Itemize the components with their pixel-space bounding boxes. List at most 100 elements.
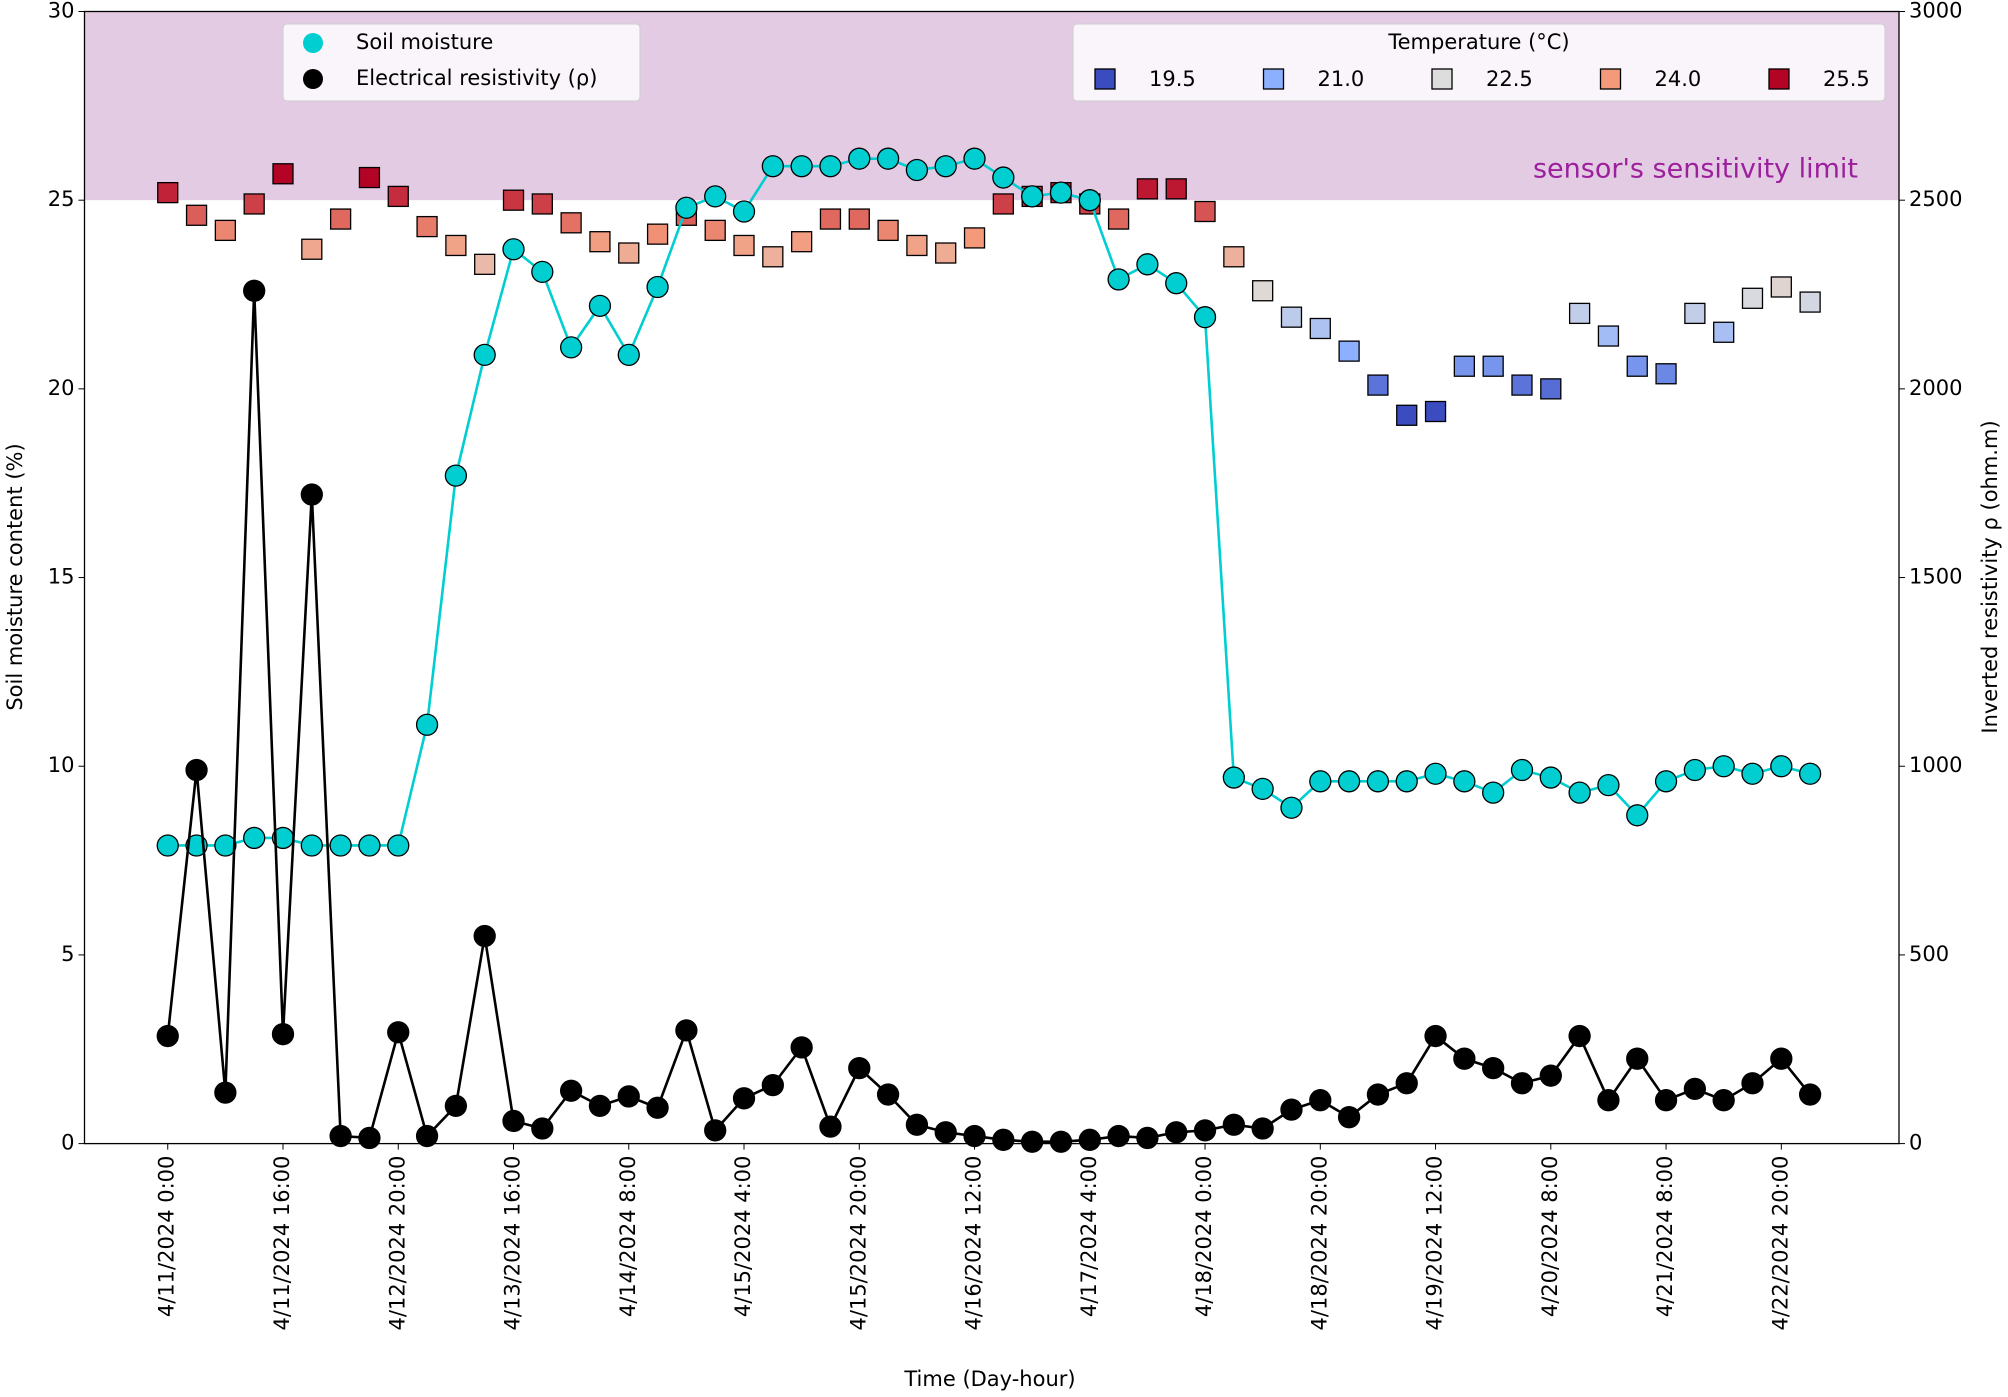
series-marker [1539, 766, 1562, 789]
y2-tick-label: 2000 [1909, 376, 1962, 400]
series-marker [963, 1124, 986, 1148]
temperature-marker [1309, 317, 1331, 340]
series-marker [1539, 1064, 1562, 1087]
series-marker [704, 1119, 727, 1142]
temperature-marker [1799, 291, 1821, 313]
series-marker [559, 1079, 583, 1102]
series-marker [1107, 1124, 1130, 1148]
temperature-marker [1511, 374, 1533, 396]
y-tick-label: 20 [48, 376, 75, 400]
sensitivity-label: sensor's sensitivity limit [1533, 154, 1858, 185]
series-marker [1597, 1089, 1620, 1112]
temperature-marker [762, 246, 784, 268]
temperature-marker [618, 242, 640, 264]
temperature-marker [1453, 355, 1476, 377]
y2-tick-label: 0 [1909, 1131, 1922, 1155]
legend-label: Soil moisture [356, 30, 493, 54]
series-marker [1597, 773, 1620, 797]
series-marker [1395, 1072, 1418, 1095]
temperature-marker [877, 219, 899, 242]
temperature-marker [1252, 280, 1274, 302]
temperature-marker [589, 231, 611, 253]
temperature-marker [358, 166, 381, 189]
series-marker [1165, 1121, 1188, 1144]
series-marker [1568, 1024, 1591, 1048]
series-marker [1798, 1083, 1822, 1106]
x-tick-label: 4/22/2024 20:00 [1768, 1156, 1792, 1331]
series-marker [992, 166, 1015, 189]
temperature-marker [1396, 404, 1418, 426]
series-marker [588, 294, 612, 317]
series-marker [1654, 1089, 1678, 1112]
series-marker [358, 834, 381, 857]
series-marker [1309, 770, 1332, 793]
series-marker [1222, 1113, 1245, 1136]
series-marker [905, 1113, 929, 1136]
series-marker [444, 464, 468, 487]
series-marker [415, 1124, 439, 1148]
series-marker [473, 924, 496, 948]
temperature-marker [329, 208, 352, 230]
y-tick-label: 15 [48, 565, 75, 589]
series-marker [444, 1094, 468, 1118]
series-marker [1337, 1106, 1361, 1129]
series-marker [1021, 185, 1044, 208]
series-marker [819, 155, 842, 178]
series-marker [819, 1115, 842, 1138]
x-tick-label: 4/20/2024 8:00 [1538, 1156, 1562, 1318]
temperature-marker [1684, 302, 1706, 325]
temperature-legend-marker [1768, 68, 1790, 90]
legend-marker [303, 33, 323, 53]
series-marker [156, 1024, 179, 1048]
temperature-marker [1165, 178, 1187, 200]
series-marker [1222, 766, 1245, 789]
series-marker [185, 758, 208, 782]
x-tick-label: 4/13/2024 16:00 [501, 1156, 525, 1331]
temperature-marker [243, 193, 265, 215]
series-marker [1453, 770, 1476, 793]
series-marker [876, 1083, 900, 1106]
series-marker [243, 279, 266, 302]
series-marker [1251, 1117, 1274, 1140]
series-marker [1683, 1077, 1707, 1101]
temperature-marker [1338, 340, 1360, 362]
series-marker [156, 834, 179, 857]
series-marker [617, 343, 640, 367]
temperature-legend-label: 19.5 [1149, 67, 1196, 91]
temperature-marker [301, 238, 323, 260]
temperature-marker [416, 215, 438, 238]
temperature-marker [1280, 306, 1303, 328]
temperature-marker [819, 208, 842, 230]
y-tick-label: 25 [48, 187, 75, 211]
series-marker [1021, 1130, 1044, 1153]
temperature-marker [560, 212, 582, 234]
x-tick-label: 4/18/2024 0:00 [1192, 1156, 1216, 1318]
series-marker [1568, 781, 1591, 804]
temperature-legend-label: 22.5 [1486, 67, 1533, 91]
temperature-legend-label: 24.0 [1655, 67, 1702, 91]
series-marker [300, 834, 323, 857]
series-marker [1193, 1119, 1217, 1142]
x-tick-label: 4/11/2024 16:00 [270, 1156, 294, 1331]
temperature-marker [1194, 200, 1216, 223]
y2-tick-label: 2500 [1909, 187, 1962, 211]
series-marker [848, 147, 871, 170]
y-axis-label: Soil moisture content (%) [3, 443, 27, 710]
series-marker [1654, 770, 1678, 793]
series-marker [675, 196, 698, 219]
temperature-marker [1367, 374, 1389, 396]
temperature-marker [906, 234, 928, 257]
series-marker [1165, 272, 1188, 295]
x-axis-label: Time (Day-hour) [903, 1367, 1075, 1391]
temperature-marker [1597, 325, 1620, 347]
temperature-marker [704, 219, 726, 242]
series-marker [559, 336, 583, 359]
series-marker [1309, 1089, 1332, 1112]
series-marker [1136, 1126, 1159, 1150]
temperature-legend-marker [1262, 68, 1285, 90]
y-tick-label: 10 [48, 753, 75, 777]
series-marker [531, 260, 554, 284]
temperature-marker [1482, 355, 1504, 377]
x-tick-label: 4/15/2024 20:00 [846, 1156, 870, 1331]
